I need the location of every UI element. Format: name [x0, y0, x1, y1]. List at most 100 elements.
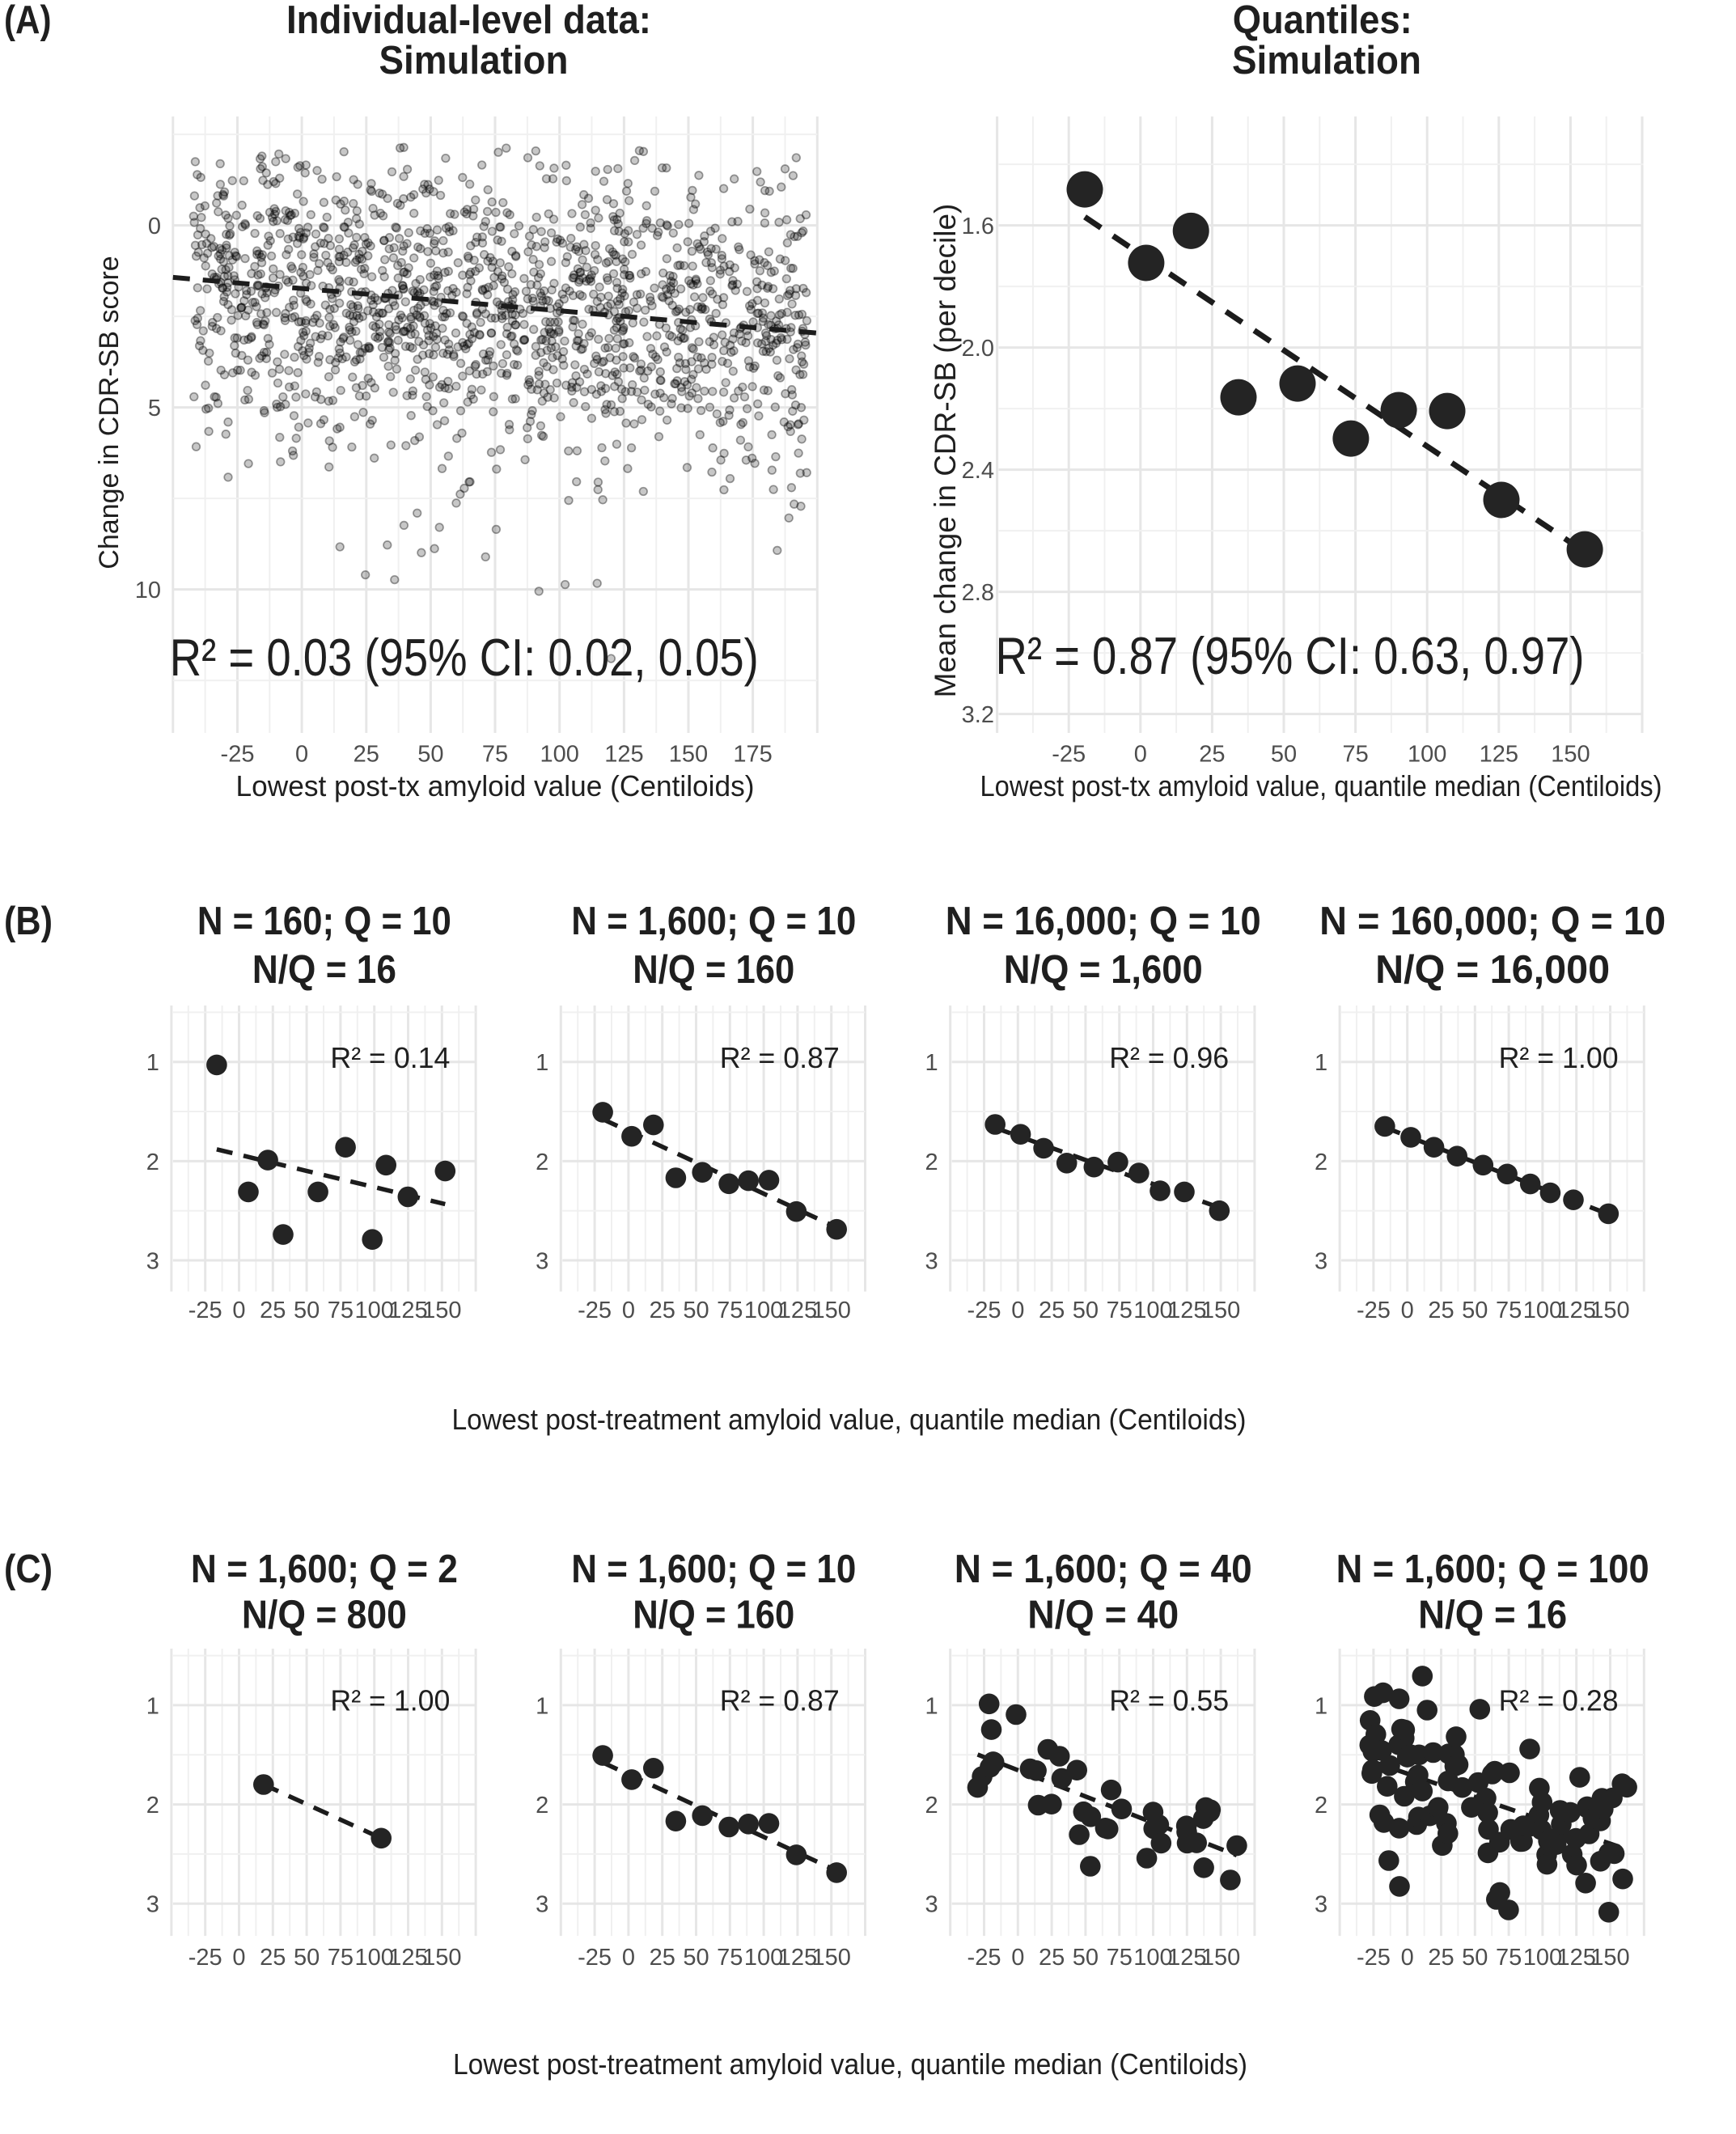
- svg-text:-25: -25: [1357, 1945, 1391, 1971]
- svg-text:3: 3: [1315, 1248, 1327, 1274]
- svg-text:-25: -25: [1357, 1298, 1391, 1323]
- svg-text:3: 3: [146, 1892, 159, 1918]
- svg-text:25: 25: [260, 1298, 286, 1323]
- svg-text:0: 0: [148, 214, 161, 239]
- svg-text:50: 50: [294, 1945, 320, 1971]
- svg-text:50: 50: [1462, 1945, 1488, 1971]
- svg-text:(A): (A): [4, 0, 52, 42]
- svg-text:1: 1: [925, 1050, 938, 1076]
- svg-text:125: 125: [604, 742, 643, 768]
- svg-text:3: 3: [146, 1248, 159, 1274]
- svg-text:(B): (B): [4, 900, 53, 943]
- svg-text:25: 25: [650, 1298, 675, 1323]
- svg-text:2: 2: [925, 1150, 938, 1175]
- svg-text:-25: -25: [188, 1298, 222, 1323]
- svg-text:125: 125: [1557, 1298, 1596, 1323]
- svg-text:3: 3: [925, 1892, 938, 1918]
- svg-text:2: 2: [146, 1150, 159, 1175]
- svg-text:0: 0: [1401, 1945, 1414, 1971]
- svg-text:2: 2: [536, 1793, 548, 1819]
- svg-text:10: 10: [135, 578, 161, 603]
- svg-text:75: 75: [1496, 1298, 1522, 1323]
- svg-text:125: 125: [388, 1298, 427, 1323]
- svg-text:100: 100: [1133, 1298, 1172, 1323]
- svg-text:75: 75: [1496, 1945, 1522, 1971]
- svg-text:25: 25: [650, 1945, 675, 1971]
- svg-text:100: 100: [744, 1945, 783, 1971]
- svg-text:N = 1,600; Q = 10: N = 1,600; Q = 10: [571, 900, 856, 943]
- svg-text:3.2: 3.2: [962, 702, 994, 728]
- svg-text:50: 50: [1462, 1298, 1488, 1323]
- svg-text:Individual-level data:: Individual-level data:: [286, 0, 651, 42]
- svg-text:100: 100: [1523, 1298, 1562, 1323]
- svg-text:150: 150: [422, 1298, 461, 1323]
- svg-text:75: 75: [1107, 1298, 1133, 1323]
- svg-text:Lowest post-treatment amyloid: Lowest post-treatment amyloid value, qua…: [452, 1403, 1247, 1436]
- svg-text:3: 3: [1315, 1892, 1327, 1918]
- svg-text:150: 150: [1551, 742, 1590, 768]
- svg-text:75: 75: [1342, 742, 1368, 768]
- svg-text:-25: -25: [578, 1945, 612, 1971]
- svg-text:25: 25: [260, 1945, 286, 1971]
- svg-text:1: 1: [146, 1693, 159, 1719]
- svg-text:25: 25: [1428, 1298, 1454, 1323]
- svg-text:3: 3: [536, 1892, 548, 1918]
- svg-text:100: 100: [540, 742, 579, 768]
- svg-text:2.0: 2.0: [962, 336, 994, 362]
- svg-text:-25: -25: [221, 742, 255, 768]
- svg-text:25: 25: [1039, 1298, 1065, 1323]
- svg-text:R² = 0.87: R² = 0.87: [720, 1041, 840, 1074]
- svg-text:0: 0: [232, 1945, 245, 1971]
- svg-text:1: 1: [925, 1693, 938, 1719]
- svg-text:N/Q = 16,000: N/Q = 16,000: [1375, 948, 1610, 992]
- svg-text:N/Q = 40: N/Q = 40: [1027, 1593, 1179, 1636]
- svg-text:0: 0: [232, 1298, 245, 1323]
- svg-text:0: 0: [1011, 1298, 1024, 1323]
- svg-text:50: 50: [1073, 1298, 1099, 1323]
- svg-text:25: 25: [1428, 1945, 1454, 1971]
- svg-text:2: 2: [1315, 1150, 1327, 1175]
- svg-text:100: 100: [355, 1945, 394, 1971]
- svg-text:100: 100: [744, 1298, 783, 1323]
- svg-text:125: 125: [388, 1945, 427, 1971]
- svg-text:N = 1,600; Q = 10: N = 1,600; Q = 10: [571, 1548, 856, 1591]
- svg-text:N/Q = 1,600: N/Q = 1,600: [1004, 948, 1203, 992]
- svg-text:(C): (C): [4, 1548, 53, 1591]
- svg-text:R² = 0.03 (95% CI: 0.02, 0.05): R² = 0.03 (95% CI: 0.02, 0.05): [170, 628, 759, 687]
- svg-text:Quantiles:: Quantiles:: [1233, 0, 1412, 42]
- svg-text:1: 1: [1315, 1693, 1327, 1719]
- svg-text:150: 150: [1201, 1298, 1240, 1323]
- svg-text:5: 5: [148, 396, 161, 421]
- svg-text:R² = 0.96: R² = 0.96: [1109, 1041, 1229, 1074]
- svg-text:N = 16,000; Q = 10: N = 16,000; Q = 10: [946, 900, 1261, 943]
- svg-text:0: 0: [622, 1945, 635, 1971]
- svg-text:R² = 1.00: R² = 1.00: [1499, 1041, 1619, 1074]
- svg-text:100: 100: [1133, 1945, 1172, 1971]
- svg-text:R² = 1.00: R² = 1.00: [330, 1684, 450, 1717]
- svg-text:R² = 0.14: R² = 0.14: [330, 1041, 450, 1074]
- svg-text:0: 0: [295, 742, 308, 768]
- svg-text:Lowest post-tx amyloid value (: Lowest post-tx amyloid value (Centiloids…: [236, 769, 755, 802]
- svg-text:50: 50: [1271, 742, 1297, 768]
- svg-text:175: 175: [733, 742, 772, 768]
- svg-text:N = 1,600; Q = 2: N = 1,600; Q = 2: [191, 1548, 458, 1591]
- svg-text:75: 75: [1107, 1945, 1133, 1971]
- svg-text:N/Q = 160: N/Q = 160: [633, 948, 794, 992]
- svg-text:100: 100: [355, 1298, 394, 1323]
- svg-text:150: 150: [812, 1298, 851, 1323]
- svg-text:100: 100: [1523, 1945, 1562, 1971]
- svg-text:125: 125: [778, 1298, 817, 1323]
- svg-text:2: 2: [925, 1793, 938, 1819]
- svg-text:0: 0: [622, 1298, 635, 1323]
- svg-text:N = 160,000; Q = 10: N = 160,000; Q = 10: [1319, 900, 1666, 943]
- svg-text:50: 50: [683, 1945, 709, 1971]
- svg-text:N = 160; Q = 10: N = 160; Q = 10: [197, 900, 451, 943]
- svg-text:3: 3: [925, 1248, 938, 1274]
- svg-text:125: 125: [1480, 742, 1518, 768]
- svg-text:1: 1: [536, 1050, 548, 1076]
- svg-text:0: 0: [1011, 1945, 1024, 1971]
- svg-text:150: 150: [812, 1945, 851, 1971]
- svg-text:N = 1,600; Q = 100: N = 1,600; Q = 100: [1336, 1548, 1649, 1591]
- svg-text:125: 125: [1557, 1945, 1596, 1971]
- svg-text:2: 2: [1315, 1793, 1327, 1819]
